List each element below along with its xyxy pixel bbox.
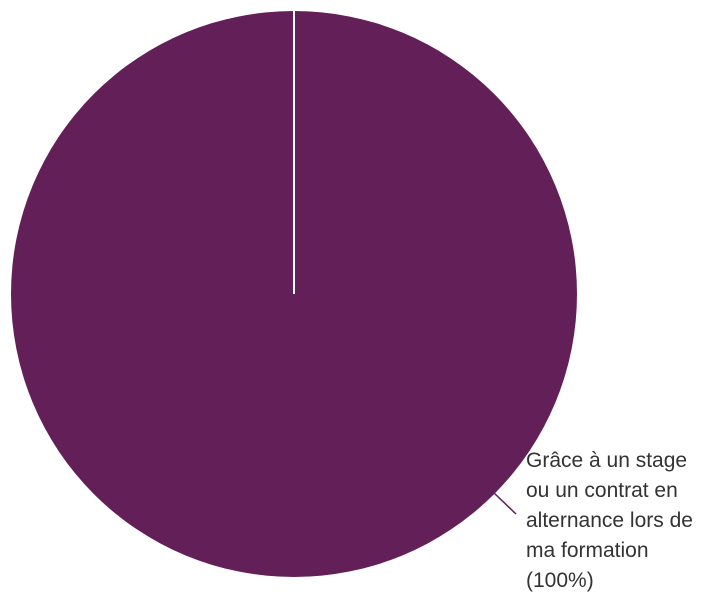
- slice-label-line: Grâce à un stage: [526, 449, 687, 472]
- slice-label-line: ou un contrat en: [526, 479, 678, 502]
- slice-leader-line: [492, 491, 517, 515]
- slice-label-line: ma formation: [526, 539, 649, 562]
- pie-slices: [11, 11, 577, 577]
- slice-label: Grâce à un stage ou un contrat en altern…: [526, 449, 699, 592]
- slice-label-line: (100%): [526, 569, 594, 592]
- slice-label-line: alternance lors de: [526, 509, 693, 532]
